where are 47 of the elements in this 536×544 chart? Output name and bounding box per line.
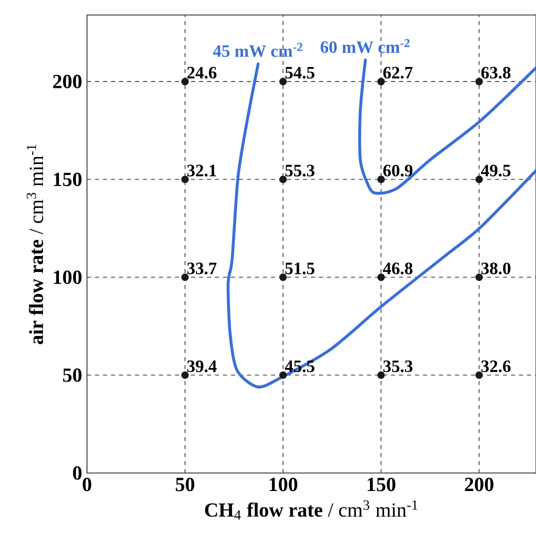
series-label: 60 mW cm$^{-2}$ (320, 38, 410, 54)
point (181, 176, 189, 184)
point (181, 371, 189, 379)
x-tick-label: 200 (464, 478, 494, 492)
point (279, 274, 287, 282)
point (475, 274, 483, 282)
x-tick-label: 100 (270, 478, 298, 492)
point (475, 176, 483, 184)
point (475, 78, 483, 86)
annotation: 49.5 (480, 164, 510, 176)
x-axis-title: CH$_{4}$ flow rate / cm$^{3}$ min$^{-1}$ (205, 500, 418, 520)
line-series (226, 62, 536, 388)
y-axis-title: air flow rate / cm$^{3}$ min$^{-1}$ (26, 144, 44, 344)
point (475, 371, 483, 379)
point (377, 176, 385, 184)
y-tick-label: 100 (54, 270, 82, 284)
point (181, 78, 189, 86)
point (377, 78, 385, 86)
series-label: 45 mW cm$^{-2}$ (213, 42, 302, 58)
y-tick-label: 0 (73, 466, 82, 480)
point (377, 274, 385, 282)
x-tick-label: 0 (82, 478, 92, 492)
annotation: 39.4 (187, 360, 217, 372)
y-tick-label: 200 (53, 74, 82, 88)
point (279, 371, 287, 379)
point (279, 78, 287, 86)
annotation: 32.6 (481, 360, 511, 372)
annotation: 54.5 (285, 66, 314, 79)
point (377, 371, 385, 379)
annotation: 51.5 (285, 262, 314, 274)
y-tick-label: 150 (54, 172, 82, 186)
annotation: 60.9 (383, 164, 412, 176)
annotation: 63.8 (481, 66, 510, 79)
point (279, 176, 287, 184)
annotation: 35.3 (383, 360, 412, 372)
x-tick-label: 50 (176, 478, 194, 492)
x-tick-label: 150 (368, 478, 396, 492)
point (181, 274, 189, 282)
annotation: 33.7 (187, 262, 217, 274)
line-series (358, 58, 536, 195)
annotation: 55.3 (285, 164, 314, 176)
annotation: 38.0 (481, 262, 510, 274)
y-tick-label: 50 (63, 368, 82, 382)
annotation: 24.6 (187, 66, 216, 79)
annotation: 32.1 (187, 164, 216, 176)
annotation: 62.7 (383, 66, 413, 79)
annotation: 46.8 (382, 262, 412, 274)
